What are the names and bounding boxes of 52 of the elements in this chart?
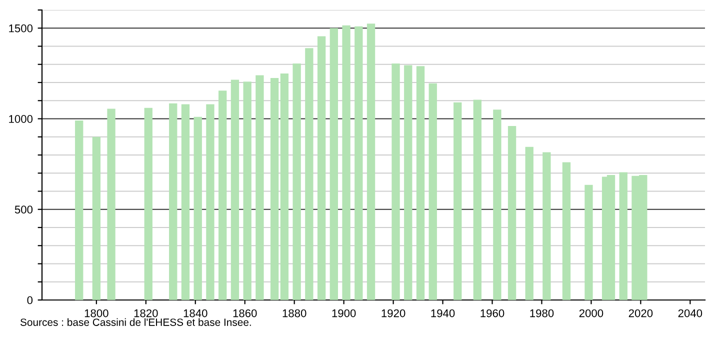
x-tick-label: 1900	[332, 309, 356, 318]
x-tick-label: 1880	[282, 309, 306, 318]
x-tick-label: 2000	[579, 309, 604, 318]
x-tick-label: 1980	[530, 309, 554, 318]
bar	[562, 162, 571, 300]
bar	[75, 120, 84, 300]
y-tick-label: 0	[27, 296, 33, 304]
x-tick-label: 2020	[628, 309, 653, 318]
x-tick-label: 1960	[480, 309, 504, 318]
source-note: Sources : base Cassini de l'EHESS et base Insee.	[20, 318, 251, 326]
bar	[256, 75, 264, 300]
x-tick-label: 1920	[382, 309, 406, 318]
bar	[366, 24, 376, 300]
bar	[619, 172, 628, 300]
bar	[144, 108, 152, 300]
bar	[230, 80, 240, 300]
bar	[508, 126, 516, 300]
bar	[243, 82, 252, 300]
x-tick-label: 1800	[84, 309, 108, 318]
bar	[317, 36, 326, 300]
bar	[354, 26, 363, 300]
bar	[280, 73, 289, 300]
bar	[169, 103, 178, 300]
bar	[493, 110, 502, 300]
bar	[525, 146, 534, 300]
bar	[92, 136, 101, 300]
x-tick-label: 1840	[184, 309, 208, 318]
y-tick-label: 1000	[9, 115, 33, 123]
bar	[584, 184, 593, 300]
bar	[107, 108, 116, 300]
x-tick-label: 2040	[678, 309, 702, 318]
bar	[305, 48, 314, 300]
bar	[392, 63, 400, 300]
x-tick-label: 1820	[134, 309, 158, 318]
bar	[542, 152, 551, 300]
bar	[416, 66, 425, 300]
bar	[342, 25, 350, 300]
bar	[206, 104, 214, 300]
bar	[181, 104, 190, 300]
bar	[454, 102, 462, 300]
y-tick-label: 500	[14, 206, 33, 214]
x-tick-label: 1940	[431, 309, 455, 318]
bar	[404, 65, 412, 300]
bar	[473, 100, 482, 300]
x-tick-label: 1860	[233, 309, 257, 318]
bar	[292, 63, 301, 300]
bar	[428, 83, 437, 300]
bar	[218, 90, 227, 300]
bar	[194, 116, 202, 300]
bar	[330, 28, 338, 300]
bar	[270, 78, 279, 300]
y-tick-label: 1500	[9, 24, 33, 32]
